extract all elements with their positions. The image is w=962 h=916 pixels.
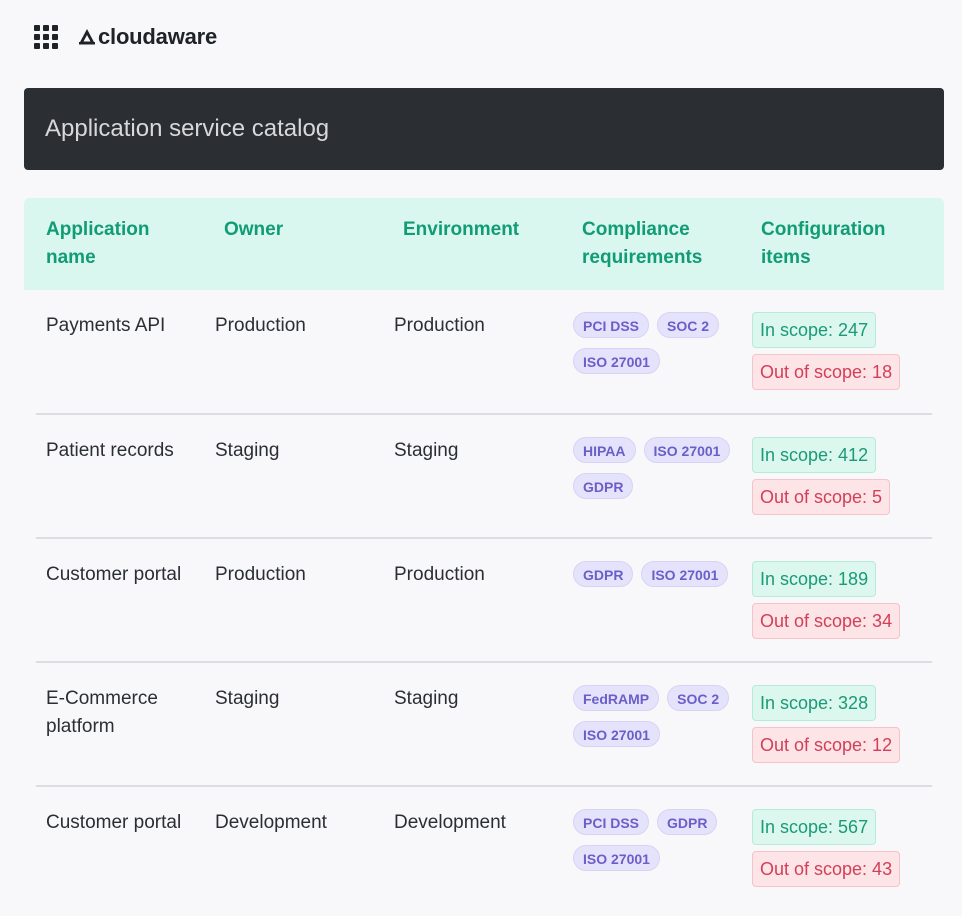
cell-environment: Staging bbox=[394, 440, 459, 461]
in-scope-badge[interactable]: In scope: 567 bbox=[752, 809, 877, 845]
compliance-badge: ISO 27001 bbox=[573, 348, 660, 374]
compliance-badge: GDPR bbox=[573, 473, 634, 499]
column-header-owner[interactable]: Owner bbox=[224, 219, 284, 240]
compliance-badge: PCI DSS bbox=[573, 312, 650, 338]
cell-application-name: E-Commerce platform bbox=[46, 688, 158, 737]
cell-owner: Production bbox=[215, 315, 306, 336]
table-row[interactable]: Customer portal Development Development … bbox=[36, 785, 932, 909]
cell-application-name: Patient records bbox=[46, 440, 174, 461]
compliance-badge: GDPR bbox=[657, 809, 718, 835]
cell-compliance: HIPAA ISO 27001 GDPR bbox=[573, 415, 752, 537]
in-scope-badge[interactable]: In scope: 189 bbox=[752, 561, 877, 597]
table-row[interactable]: Patient records Staging Staging HIPAA IS… bbox=[36, 413, 932, 537]
table-row[interactable]: Payments API Production Production PCI D… bbox=[36, 290, 932, 413]
cell-owner: Staging bbox=[215, 440, 280, 461]
cell-compliance: PCI DSS SOC 2 ISO 27001 bbox=[573, 290, 752, 413]
in-scope-badge[interactable]: In scope: 328 bbox=[752, 685, 877, 721]
page-title: Application service catalog bbox=[45, 115, 330, 142]
compliance-badge: SOC 2 bbox=[667, 685, 730, 711]
compliance-badge: ISO 27001 bbox=[641, 561, 729, 587]
cell-configuration-items: In scope: 189 Out of scope: 34 bbox=[752, 539, 932, 661]
cell-application-name: Customer portal bbox=[46, 812, 182, 833]
compliance-badge: SOC 2 bbox=[657, 312, 720, 338]
cell-compliance: PCI DSS GDPR ISO 27001 bbox=[573, 787, 752, 909]
out-of-scope-badge[interactable]: Out of scope: 12 bbox=[752, 727, 901, 763]
brand-name: cloudaware bbox=[98, 24, 218, 49]
top-bar: cloudaware bbox=[34, 24, 217, 50]
compliance-badge: GDPR bbox=[573, 561, 634, 587]
cell-compliance: GDPR ISO 27001 bbox=[573, 539, 752, 661]
table-header: Application name Owner Environment Compl… bbox=[24, 198, 944, 290]
out-of-scope-badge[interactable]: Out of scope: 18 bbox=[752, 354, 901, 390]
cell-application-name: Customer portal bbox=[46, 564, 182, 585]
cell-environment: Development bbox=[394, 812, 506, 833]
cell-environment: Production bbox=[394, 315, 485, 336]
compliance-badge: FedRAMP bbox=[573, 685, 660, 711]
cell-configuration-items: In scope: 328 Out of scope: 12 bbox=[752, 663, 932, 785]
out-of-scope-badge[interactable]: Out of scope: 5 bbox=[752, 479, 891, 515]
out-of-scope-badge[interactable]: Out of scope: 43 bbox=[752, 851, 901, 887]
compliance-badge: ISO 27001 bbox=[643, 437, 731, 463]
in-scope-badge[interactable]: In scope: 412 bbox=[752, 437, 877, 473]
cell-environment: Production bbox=[394, 564, 485, 585]
apps-grid-icon[interactable] bbox=[34, 25, 58, 49]
cell-owner: Production bbox=[215, 564, 306, 585]
cell-owner: Staging bbox=[215, 688, 280, 709]
column-header-configuration-items[interactable]: Configuration items bbox=[761, 219, 886, 268]
cell-compliance: FedRAMP SOC 2 ISO 27001 bbox=[573, 663, 752, 785]
table-row[interactable]: Customer portal Production Production GD… bbox=[36, 537, 932, 661]
cell-configuration-items: In scope: 567 Out of scope: 43 bbox=[752, 787, 932, 909]
compliance-badge: HIPAA bbox=[573, 437, 636, 463]
table-body: Payments API Production Production PCI D… bbox=[24, 290, 944, 909]
compliance-badge: ISO 27001 bbox=[573, 721, 660, 747]
out-of-scope-badge[interactable]: Out of scope: 34 bbox=[752, 603, 901, 639]
cell-environment: Staging bbox=[394, 688, 459, 709]
brand[interactable]: cloudaware bbox=[78, 24, 217, 50]
cell-owner: Development bbox=[215, 812, 327, 833]
table-row[interactable]: E-Commerce platform Staging Staging FedR… bbox=[36, 661, 932, 785]
cell-application-name: Payments API bbox=[46, 315, 166, 336]
column-header-application-name[interactable]: Application name bbox=[46, 219, 150, 268]
cloudaware-logo-icon bbox=[79, 29, 95, 45]
column-header-environment[interactable]: Environment bbox=[403, 219, 520, 240]
cell-configuration-items: In scope: 412 Out of scope: 5 bbox=[752, 415, 932, 537]
cell-configuration-items: In scope: 247 Out of scope: 18 bbox=[752, 290, 932, 413]
column-header-compliance[interactable]: Compliance requirements bbox=[582, 219, 703, 268]
catalog-table: Application name Owner Environment Compl… bbox=[24, 198, 944, 909]
compliance-badge: PCI DSS bbox=[573, 809, 650, 835]
in-scope-badge[interactable]: In scope: 247 bbox=[752, 312, 877, 348]
page-header: Application service catalog bbox=[24, 88, 944, 170]
compliance-badge: ISO 27001 bbox=[573, 845, 660, 871]
